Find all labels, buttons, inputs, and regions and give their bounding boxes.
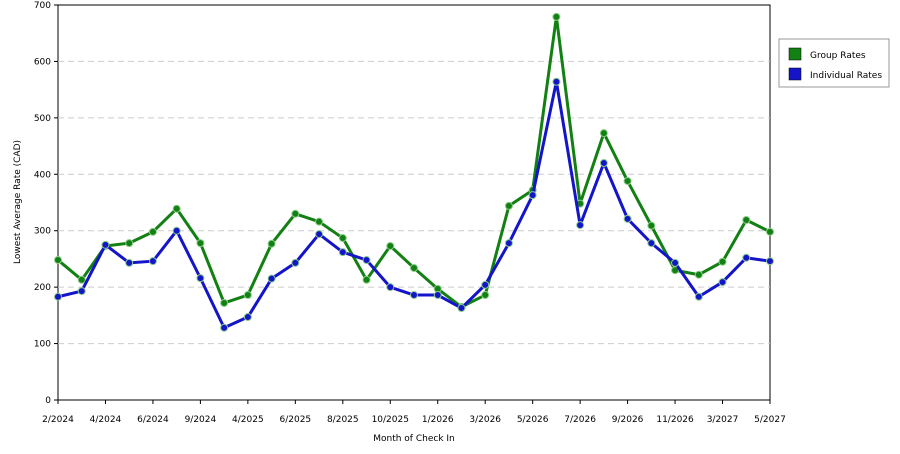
data-point [742,253,751,262]
legend-swatch [788,47,802,61]
data-point [528,191,537,200]
data-point [291,209,300,218]
data-point [267,274,276,283]
data-point [148,257,157,266]
x-tick-label: 4/2025 [232,415,264,425]
data-point [410,263,418,272]
x-tick-label: 6/2025 [279,415,311,425]
data-point [196,274,205,283]
data-point [54,256,62,265]
x-tick-label: 9/2026 [612,415,644,425]
data-point [623,214,632,223]
data-point [148,227,157,236]
data-point [552,12,561,21]
data-point [315,230,324,239]
x-tick-label: 8/2025 [327,415,359,425]
y-tick-label: 600 [34,57,51,67]
data-point [196,239,205,248]
y-tick-label: 300 [34,227,51,237]
data-point [766,227,774,236]
data-point [386,283,395,292]
x-tick-label: 5/2026 [517,415,549,425]
x-tick-label: 2/2024 [42,415,74,425]
legend-label: Individual Rates [810,71,882,81]
x-tick-label: 9/2024 [185,415,217,425]
data-point [599,129,608,138]
y-tick-label: 400 [34,170,51,180]
data-point [718,257,727,266]
data-point [77,287,86,296]
data-point [433,291,442,300]
data-point [647,239,656,248]
y-tick-label: 500 [34,114,51,124]
data-point [694,292,703,301]
y-tick-label: 100 [34,340,51,350]
data-point [386,241,395,250]
data-point [576,221,585,230]
data-point [101,240,110,249]
data-point [220,323,229,332]
data-point [481,280,490,289]
data-point [243,313,252,322]
data-point [766,257,774,266]
data-point [338,234,347,243]
data-point [362,275,371,284]
x-tick-label: 6/2024 [137,415,169,425]
x-tick-label: 3/2027 [707,415,739,425]
data-point [172,226,181,235]
legend-swatch [788,67,802,81]
data-point [694,270,703,279]
x-tick-label: 4/2024 [90,415,122,425]
plot-area [57,4,771,401]
data-point [647,221,656,230]
y-tick-label: 700 [34,1,51,11]
data-point [504,239,513,248]
data-point [77,275,86,284]
data-point [410,291,418,300]
y-tick-label: 0 [45,396,51,406]
data-point [457,304,466,313]
x-axis-label: Month of Check In [373,434,455,444]
x-tick-label: 1/2026 [422,415,454,425]
data-point [718,278,727,287]
y-tick-label: 200 [34,283,51,293]
data-point [552,77,561,86]
data-point [291,258,300,267]
data-point [125,258,134,267]
x-tick-label: 10/2025 [372,415,409,425]
data-point [742,215,751,224]
legend-label: Group Rates [810,51,866,61]
data-point [504,201,513,210]
x-tick-label: 5/2027 [754,415,786,425]
data-point [481,291,490,300]
x-tick-label: 7/2026 [564,415,596,425]
data-point [172,204,181,213]
data-point [220,298,229,307]
x-tick-label: 3/2026 [469,415,501,425]
data-point [125,239,134,248]
x-tick-label: 11/2026 [656,415,694,425]
data-point [267,239,276,248]
data-point [243,291,252,300]
data-point [671,258,680,267]
data-point [315,217,324,226]
data-point [623,177,632,186]
data-point [599,159,608,167]
data-point [338,248,347,257]
y-axis-label: Lowest Average Rate (CAD) [13,140,23,264]
data-point [54,292,62,301]
data-point [362,256,371,265]
